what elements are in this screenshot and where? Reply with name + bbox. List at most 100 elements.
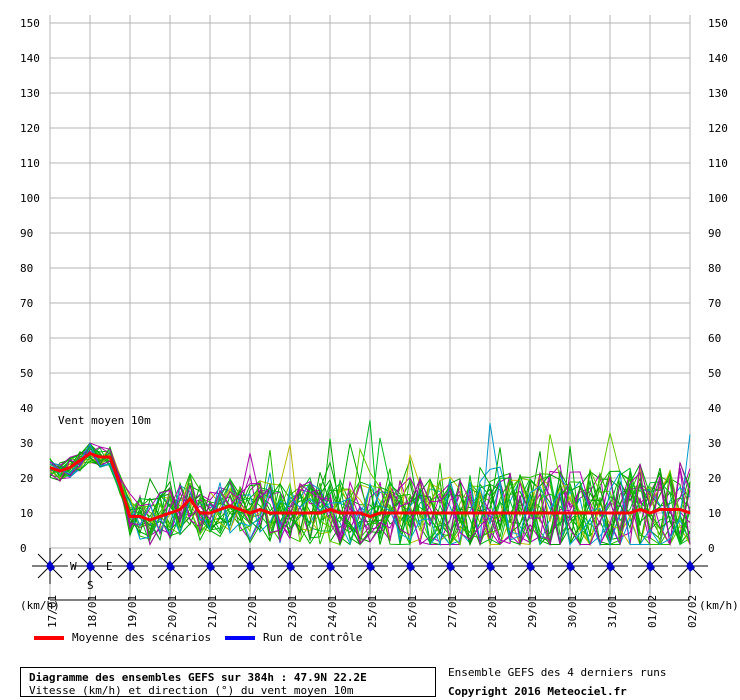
rose-petal — [366, 560, 375, 572]
y-tick-left: 60 — [20, 332, 33, 345]
rose-petal — [286, 560, 295, 572]
legend-mean-swatch — [34, 636, 64, 640]
wind-rose — [192, 548, 228, 584]
ensemble-member-line — [49, 450, 691, 546]
title-box: Diagramme des ensembles GEFS sur 384h : … — [20, 667, 436, 697]
date-label: 17/01 — [46, 595, 59, 628]
chart-label: Vent moyen 10m — [58, 414, 151, 427]
rose-petal — [526, 560, 535, 572]
y-tick-left: 110 — [20, 157, 40, 170]
y-tick-right: 100 — [708, 192, 728, 205]
rose-petal — [86, 560, 95, 572]
wind-rose — [272, 548, 308, 584]
y-tick-left: 90 — [20, 227, 33, 240]
date-label: 20/01 — [166, 595, 179, 628]
mean-line — [49, 451, 691, 522]
wind-rose — [232, 548, 268, 584]
wind-rose — [672, 548, 708, 584]
wind-rose — [632, 548, 668, 584]
date-label: 30/01 — [566, 595, 579, 628]
date-label: 23/01 — [286, 595, 299, 628]
ensemble-member-line — [49, 434, 691, 547]
date-label: 24/01 — [326, 595, 339, 628]
wind-rose — [512, 548, 548, 584]
y-tick-right: 20 — [708, 472, 721, 485]
rose-petal — [246, 560, 255, 572]
date-label: 25/01 — [366, 595, 379, 628]
date-label: 28/01 — [486, 595, 499, 628]
y-tick-left: 20 — [20, 472, 33, 485]
rose-petal — [646, 560, 655, 572]
x-date-labels: 17/01 18/01 19/01 20/01 21/01 22/01 23/01 24/01… — [46, 595, 699, 628]
date-label: 21/01 — [206, 595, 219, 628]
y-tick-left: 10 — [20, 507, 33, 520]
wind-rose — [32, 548, 68, 584]
date-label: 18/01 — [86, 595, 99, 628]
wind-rose — [552, 548, 588, 584]
wind-rose — [472, 548, 508, 584]
y-tick-right: 40 — [708, 402, 721, 415]
rose-petal — [406, 560, 415, 572]
y-tick-right: 130 — [708, 87, 728, 100]
y-tick-right: 10 — [708, 507, 721, 520]
y-tick-right: 60 — [708, 332, 721, 345]
chart-title: Diagramme des ensembles GEFS sur 384h : … — [29, 671, 367, 684]
y-tick-left: 130 — [20, 87, 40, 100]
y-tick-left: 140 — [20, 52, 40, 65]
rose-petal — [166, 560, 175, 572]
y-tick-labels: 0 0 10 10 20 20 30 30 40 40 50 50 60 60 70 70 80 80 90 90 10… — [20, 17, 728, 555]
info-copyright: Copyright 2016 Meteociel.fr — [448, 685, 627, 698]
legend-control: Run de contrôle — [225, 631, 362, 644]
y-tick-left: 70 — [20, 297, 33, 310]
compass-e: E — [106, 560, 113, 573]
wind-rose — [392, 548, 428, 584]
wind-rose — [432, 548, 468, 584]
legend-control-label: Run de contrôle — [263, 631, 363, 644]
rose-petal — [686, 560, 695, 572]
date-label: 22/01 — [246, 595, 259, 628]
rose-petal — [46, 560, 55, 572]
y-tick-right: 0 — [708, 542, 715, 555]
y-tick-right: 50 — [708, 367, 721, 380]
rose-petal — [486, 560, 495, 572]
legend-control-swatch — [225, 636, 255, 640]
y-tick-left: 100 — [20, 192, 40, 205]
date-label: 31/01 — [606, 595, 619, 628]
rose-petal — [446, 560, 455, 572]
y-tick-left: 80 — [20, 262, 33, 275]
rose-petal — [606, 560, 615, 572]
wind-rose — [312, 548, 348, 584]
y-tick-left: 120 — [20, 122, 40, 135]
y-tick-left: 50 — [20, 367, 33, 380]
y-tick-left: 0 — [20, 542, 27, 555]
y-tick-right: 140 — [708, 52, 728, 65]
y-tick-right: 70 — [708, 297, 721, 310]
date-label: 01/02 — [646, 595, 659, 628]
y-tick-left: 30 — [20, 437, 33, 450]
date-label: 27/01 — [446, 595, 459, 628]
date-label: 26/01 — [406, 595, 419, 628]
wind-rose — [352, 548, 388, 584]
compass-s: S — [87, 579, 94, 592]
rose-petal — [326, 560, 335, 572]
y-tick-left: 40 — [20, 402, 33, 415]
wind-rose — [72, 548, 108, 584]
date-label: 19/01 — [126, 595, 139, 628]
unit-left: (km/h) — [20, 599, 60, 612]
y-tick-left: 150 — [20, 17, 40, 30]
y-tick-right: 120 — [708, 122, 728, 135]
y-tick-right: 150 — [708, 17, 728, 30]
legend-mean-label: Moyenne des scénarios — [72, 631, 212, 644]
chart-subtitle: Vitesse (km/h) et direction (°) du vent … — [29, 684, 354, 697]
date-label: 02/02 — [686, 595, 699, 628]
info-runs: Ensemble GEFS des 4 derniers runs — [448, 666, 667, 679]
y-tick-right: 110 — [708, 157, 728, 170]
compass-w: W — [70, 560, 77, 573]
y-tick-right: 30 — [708, 437, 721, 450]
rose-petal — [126, 560, 135, 572]
rose-petal — [206, 560, 215, 572]
wind-rose — [592, 548, 628, 584]
wind-roses: W ES — [32, 548, 708, 592]
rose-petal — [566, 560, 575, 572]
